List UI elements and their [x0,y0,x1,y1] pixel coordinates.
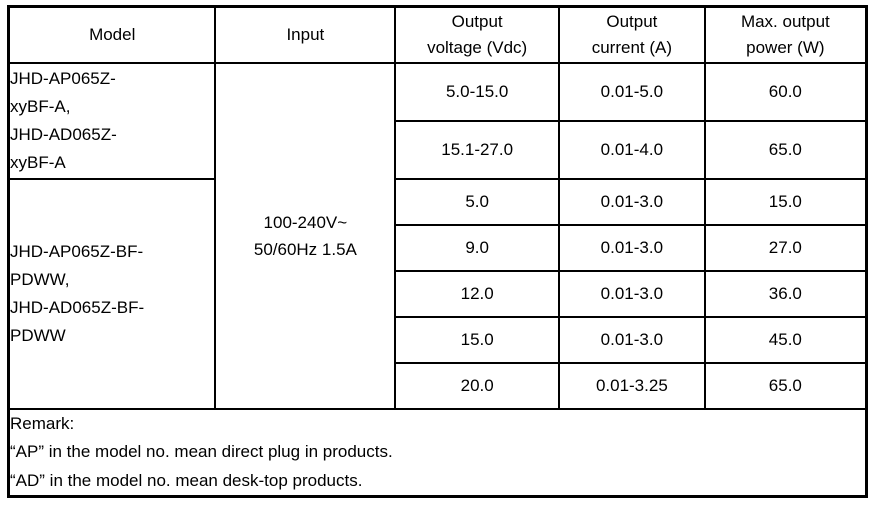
table-row: JHD-AP065Z- xyBF-A, JHD-AD065Z- xyBF-A 1… [7,61,868,410]
max-power-value: 60.0 [703,61,868,122]
output-voltage-value: 5.0 [394,177,561,226]
model-group-xybf: JHD-AP065Z- xyBF-A, JHD-AD065Z- xyBF-A [7,61,217,180]
header-output-voltage: Output voltage (Vdc) [394,5,561,64]
output-voltage-value: 20.0 [394,361,561,410]
max-power-value: 36.0 [703,269,868,318]
max-power-value: 65.0 [703,119,868,180]
table-row: 9.0 0.01-3.0 27.0 [9,223,868,272]
header-input: Input [214,5,397,64]
output-voltage-value: 12.0 [394,269,561,318]
output-current-value: 0.01-5.0 [558,61,706,122]
remark-line-ap: “AP” in the model no. mean direct plug i… [10,442,393,461]
table-row: 15.0 0.01-3.0 45.0 [9,315,868,364]
max-power-value: 65.0 [703,361,868,410]
table-row: 15.1-27.0 0.01-4.0 65.0 [9,119,868,180]
max-power-value: 45.0 [703,315,868,364]
model-group-pdww: JHD-AP065Z-BF- PDWW, JHD-AD065Z-BF- PDWW [7,177,217,410]
output-voltage-value: 5.0-15.0 [394,61,561,122]
output-voltage-value: 15.0 [394,315,561,364]
output-voltage-value: 9.0 [394,223,561,272]
output-current-value: 0.01-3.0 [558,223,706,272]
table-row: 12.0 0.01-3.0 36.0 [9,269,868,318]
output-current-value: 0.01-3.0 [558,315,706,364]
power-spec-table: Model Input Output voltage (Vdc) Output … [7,5,868,498]
remark-row: Remark: “AP” in the model no. mean direc… [7,407,868,498]
max-power-value: 15.0 [703,177,868,226]
input-spec: 100-240V~ 50/60Hz 1.5A [214,61,397,410]
table-header-row: Model Input Output voltage (Vdc) Output … [7,5,868,64]
output-current-value: 0.01-4.0 [558,119,706,180]
table-row: JHD-AP065Z-BF- PDWW, JHD-AD065Z-BF- PDWW… [7,177,868,410]
output-current-value: 0.01-3.0 [558,177,706,226]
remark-cell: Remark: “AP” in the model no. mean direc… [7,407,868,498]
max-power-value: 27.0 [703,223,868,272]
output-current-value: 0.01-3.25 [558,361,706,410]
header-output-current: Output current (A) [558,5,706,64]
header-model: Model [7,5,217,64]
output-current-value: 0.01-3.0 [558,269,706,318]
output-voltage-value: 15.1-27.0 [394,119,561,180]
remark-title: Remark: [10,413,75,433]
table-row: 20.0 0.01-3.25 65.0 [9,361,868,410]
header-max-output-power: Max. output power (W) [703,5,868,64]
remark-line-ad: “AD” in the model no. mean desk-top prod… [10,470,363,490]
